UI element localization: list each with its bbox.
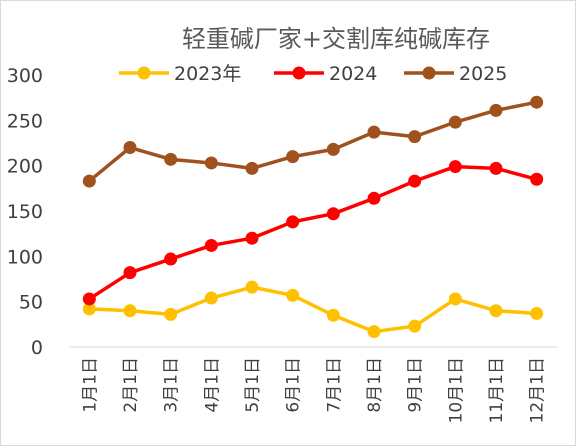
y-tick-label: 300 [7,65,43,87]
legend-item: 2024 [274,63,377,85]
series-2 [82,160,544,306]
y-tick-label: 200 [7,156,43,178]
x-tick-label: 7月1日 [324,357,344,413]
series-1 [82,280,544,339]
series-3 [82,95,544,188]
x-tick-label: 5月1日 [243,357,263,413]
data-point [408,319,422,333]
y-tick-label: 50 [19,292,43,314]
data-point [489,304,503,318]
data-point [448,292,462,306]
data-point [204,238,218,252]
data-point [326,308,340,322]
legend-label: 2023年 [174,63,241,85]
data-point [408,130,422,144]
data-point [123,141,137,155]
x-tick-label: 6月1日 [284,357,304,413]
data-point [489,103,503,117]
legend-marker-icon [422,66,436,80]
x-tick-label: 9月1日 [406,357,426,413]
data-point [286,215,300,229]
legend: 2023年 2024 2025 [119,63,507,85]
legend-label: 2024 [329,63,377,85]
data-point [164,252,178,266]
data-point [367,325,381,339]
data-point [326,207,340,221]
legend-label: 2025 [459,63,507,85]
data-point [82,302,96,316]
data-point [448,160,462,174]
data-point [164,152,178,166]
data-point [489,161,503,175]
legend-marker-icon [137,66,151,80]
x-axis: 1月1日 2月1日 3月1日 4月1日 5月1日 6月1日 7月1日 8月1日 9月1日 10月1… [69,346,557,423]
series-layer [82,95,544,339]
data-point [245,161,259,175]
legend-marker-icon [292,66,306,80]
chart-title: 轻重碱厂家+交割库纯碱库存 [182,25,490,53]
y-tick-label: 100 [7,246,43,268]
data-point [245,231,259,245]
y-axis: 0 50 100 150 200 250 300 [7,65,43,359]
data-point [286,288,300,302]
data-point [123,304,137,318]
data-point [530,172,544,186]
series-line [87,285,539,334]
x-tick-label: 11月1日 [487,357,507,423]
data-point [367,191,381,205]
data-point [326,142,340,156]
data-point [204,156,218,170]
data-point [530,306,544,320]
x-tick-label: 3月1日 [162,357,182,413]
x-tick-label: 1月1日 [80,357,100,413]
data-point [367,125,381,139]
legend-item: 2023年 [119,63,241,85]
data-point [286,150,300,164]
y-tick-label: 0 [31,337,43,359]
y-tick-label: 250 [7,110,43,132]
data-point [408,174,422,188]
x-tick-label: 8月1日 [365,357,385,413]
x-tick-label: 10月1日 [446,357,466,423]
data-point [123,266,137,280]
data-point [82,174,96,188]
data-point [164,307,178,321]
data-point [82,292,96,306]
data-point [448,115,462,129]
x-tick-label: 12月1日 [528,357,548,423]
x-tick-label: 4月1日 [202,357,222,413]
y-tick-label: 150 [7,201,43,223]
data-point [245,280,259,294]
data-point [530,95,544,109]
legend-item: 2025 [404,63,507,85]
series-line [87,164,539,301]
x-tick-label: 2月1日 [121,357,141,413]
data-point [204,291,218,305]
series-line [87,100,539,183]
